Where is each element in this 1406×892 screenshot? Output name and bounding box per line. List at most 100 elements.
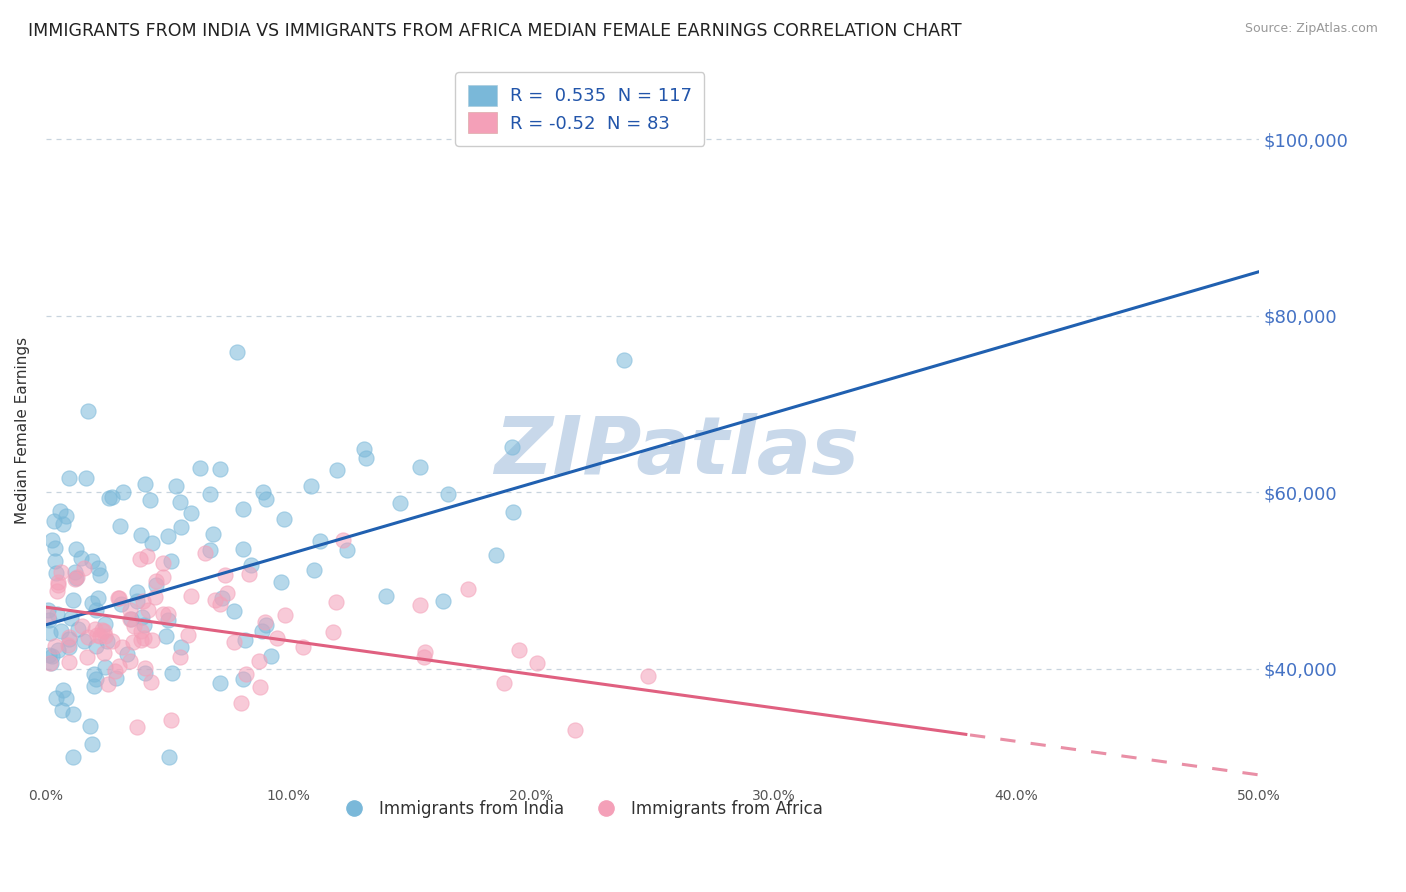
Point [156,613,179,627]
Point [87,560,110,574]
Point [129,624,152,638]
Point [45,583,67,598]
Legend: Immigrants from India, Immigrants from Africa: Immigrants from India, Immigrants from A… [330,794,830,825]
Point [270,575,292,590]
Point [48,504,70,518]
Point [89,568,111,582]
Point [637,669,659,683]
Point [485,549,508,563]
Point [120,654,142,668]
Point [120,612,142,626]
Point [180,506,202,520]
Point [247,654,270,668]
Point [152,556,174,570]
Point [180,589,202,603]
Point [232,502,254,516]
Point [326,463,349,477]
Point [413,650,436,665]
Point [508,643,530,657]
Point [250,624,273,638]
Point [94,617,117,632]
Point [273,608,295,623]
Point [115,647,138,661]
Point [325,595,347,609]
Point [69,551,91,566]
Point [176,627,198,641]
Point [63,572,86,586]
Point [235,666,257,681]
Point [38,614,60,628]
Point [332,533,354,548]
Point [46,642,69,657]
Point [58,632,80,646]
Point [66,570,89,584]
Point [91,623,114,637]
Point [127,585,149,599]
Point [51,566,73,580]
Point [63,565,86,579]
Point [145,578,167,592]
Point [222,635,245,649]
Point [501,440,523,454]
Point [492,676,515,690]
Point [52,516,75,531]
Point [613,352,636,367]
Text: ZIPatlas: ZIPatlas [495,413,859,491]
Point [121,634,143,648]
Point [101,634,124,648]
Point [238,567,260,582]
Point [502,505,524,519]
Point [136,603,159,617]
Point [413,644,436,658]
Point [209,597,232,611]
Point [225,345,247,359]
Point [155,629,177,643]
Point [104,664,127,678]
Point [266,631,288,645]
Point [89,629,111,643]
Point [44,541,66,555]
Point [170,519,193,533]
Point [252,485,274,500]
Point [86,628,108,642]
Point [273,512,295,526]
Point [75,470,97,484]
Point [188,461,211,475]
Point [408,598,430,612]
Point [94,660,117,674]
Point [375,589,398,603]
Point [100,491,122,505]
Point [73,561,96,575]
Point [55,690,77,705]
Point [308,534,330,549]
Point [87,591,110,605]
Point [108,591,131,606]
Point [55,508,77,523]
Point [120,612,142,626]
Point [152,570,174,584]
Point [62,706,84,721]
Point [232,542,254,557]
Point [526,657,548,671]
Point [125,720,148,734]
Point [70,619,93,633]
Point [80,738,103,752]
Point [432,593,454,607]
Point [51,624,73,639]
Point [132,631,155,645]
Point [139,674,162,689]
Point [39,656,62,670]
Point [129,633,152,648]
Point [83,667,105,681]
Point [52,682,75,697]
Point [37,603,59,617]
Point [170,640,193,654]
Point [84,602,107,616]
Point [162,666,184,681]
Point [38,648,60,663]
Point [214,568,236,582]
Point [291,640,314,655]
Point [201,526,224,541]
Point [229,696,252,710]
Point [48,575,70,590]
